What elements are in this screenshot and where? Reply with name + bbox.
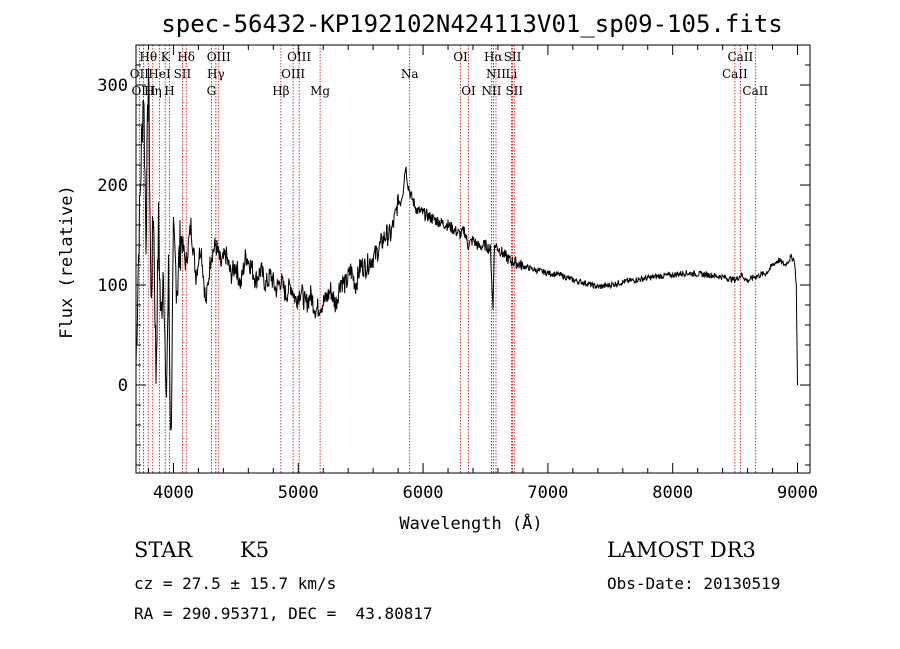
spectral-line-label: OI (461, 84, 476, 98)
y-tick-label: 300 (97, 76, 128, 96)
plot-frame (135, 44, 811, 474)
y-tick-label: 100 (97, 276, 128, 296)
y-tick-label: 200 (97, 176, 128, 196)
spectral-line-label: Hη (144, 84, 162, 98)
spectral-line-label: OIII (287, 50, 311, 64)
spectral-line-label: SII (174, 67, 192, 81)
spectral-line-label: OI (453, 50, 468, 64)
spectral-line-label: CaII (742, 84, 768, 98)
chart-title: spec-56432-KP192102N424113V01_sp09-105.f… (161, 10, 782, 38)
spectral-line-label: Mg (310, 84, 330, 98)
x-axis-label: Wavelength (Å) (399, 512, 542, 534)
object-class: STAR (134, 538, 193, 562)
spectral-line-label: Hγ (207, 67, 225, 81)
flux-series-line (135, 68, 798, 431)
x-tick-label: 6000 (403, 483, 444, 503)
spectral-line-markers (138, 45, 756, 473)
axis-ticks (136, 44, 810, 473)
spectral-line-label: Hα (484, 50, 503, 64)
y-axis-label: Flux (relative) (57, 185, 77, 339)
spectral-line-label: NII (486, 67, 506, 81)
spectral-line-label: CaII (722, 67, 748, 81)
spectral-line-label: SII (504, 50, 522, 64)
spectral-line-label: HeI (148, 67, 171, 81)
spectral-line-label: Na (401, 67, 419, 81)
spectral-line-label: G (207, 84, 217, 98)
x-tick-label: 4000 (153, 483, 194, 503)
x-tick-label: 7000 (527, 483, 568, 503)
spectral-line-label: K (161, 50, 171, 64)
spectral-line-label: Hθ (139, 50, 157, 64)
spectral-line-label: OIII (131, 84, 155, 98)
sky-coordinates: RA = 290.95371, DEC = 43.80817 (134, 604, 433, 623)
spectral-line-label: Li (506, 67, 518, 81)
spectral-line-label: Hβ (272, 84, 289, 98)
x-tick-label: 8000 (652, 483, 693, 503)
spectral-line-label: OIII (281, 67, 305, 81)
y-tick-label: 0 (118, 376, 128, 396)
spectral-line-label: NII (481, 84, 501, 98)
spectral-line-label: OII (130, 67, 150, 81)
object-subclass: K5 (240, 538, 270, 562)
survey-name: LAMOST DR3 (607, 538, 756, 562)
redshift-velocity: cz = 27.5 ± 15.7 km/s (134, 574, 337, 593)
spectral-line-label: OIII (207, 50, 231, 64)
spectral-line-label: Hδ (177, 50, 195, 64)
x-tick-label: 5000 (278, 483, 319, 503)
spectral-line-label: SII (505, 84, 523, 98)
observation-date: Obs-Date: 20130519 (607, 574, 781, 593)
axis-tick-labels: 4000 5000 6000 7000 8000 9000 0 100 200 300 (97, 76, 818, 503)
spectral-line-label: H (164, 84, 174, 98)
spectral-line-label: CaII (727, 50, 753, 64)
x-tick-label: 9000 (777, 483, 818, 503)
